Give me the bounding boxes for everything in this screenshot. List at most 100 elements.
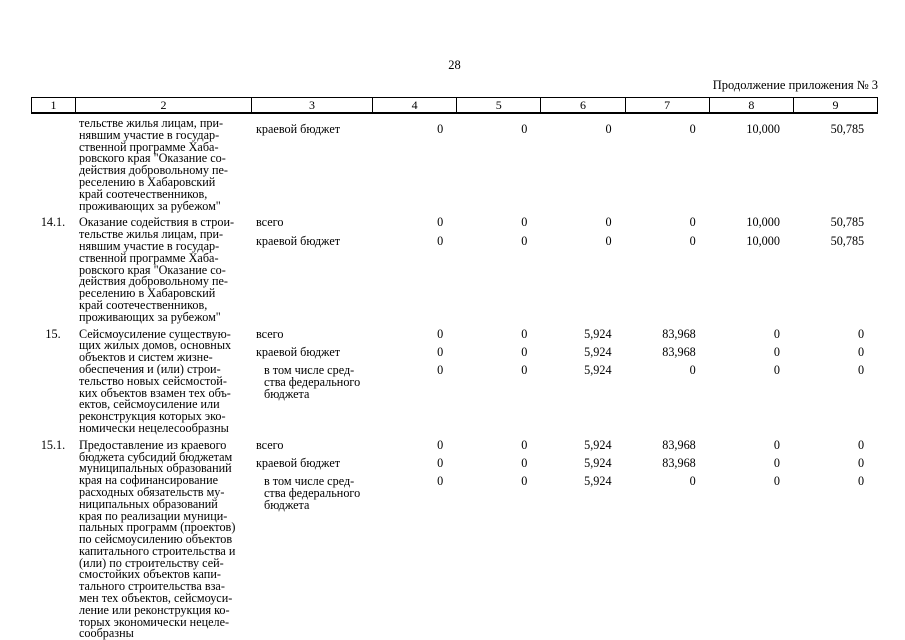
value-cell: 0 [689,233,696,248]
value-cell: 0 [521,344,528,359]
budget-line: краевой бюджет 0 0 5,924 83,968 0 0 [251,344,878,359]
value-cell: 0 [521,474,528,489]
value-cell: 0 [858,363,865,378]
row-description: тельстве жилья лицам, при- нявшим участи… [79,116,228,213]
value-cell: 0 [437,437,444,452]
table-row: тельстве жилья лицам, при- нявшим участи… [31,116,878,213]
header-cell: 3 [251,98,372,112]
value-cell: 0 [521,456,528,471]
budget-line-label: краевой бюджет [256,456,341,471]
table-row: 14.1. Оказание содействия в строи- тельс… [31,215,878,324]
budget-line: всего 0 0 0 0 10,000 50,785 [251,215,878,230]
value-cell: 0 [689,363,696,378]
value-cell: 5,924 [584,344,612,359]
header-cell: 6 [540,98,624,112]
value-cell: 83,968 [662,326,696,341]
budget-line-label: краевой бюджет [256,122,341,136]
value-cell: 0 [605,215,612,230]
header-cell: 1 [31,98,75,112]
budget-lines: всего 0 0 5,924 83,968 0 0 краевой бюджет 0 0 5… [251,437,878,512]
value-cell: 0 [858,456,865,471]
value-cell: 0 [773,344,780,359]
table-row: 15.1. Предоставление из краевого бюджета… [31,437,878,640]
row-number: 15.1. [40,437,66,452]
budget-line: краевой бюджет 0 0 5,924 83,968 0 0 [251,456,878,471]
value-cell: 50,785 [830,233,865,248]
budget-line: краевой бюджет 0 0 0 0 10,000 50,785 [251,122,878,136]
value-cell: 0 [521,437,528,452]
value-cell: 0 [521,233,528,248]
row-number: 15. [45,326,61,341]
value-cell: 0 [605,233,612,248]
value-cell: 83,968 [662,344,696,359]
row-description: Оказание содействия в строи- тельстве жи… [79,215,235,324]
value-cell: 0 [773,326,780,341]
table-row: 15. Сейсмоусиление существую- щих жилых … [31,326,878,435]
budget-line-label: всего [256,437,284,452]
budget-line-label: краевой бюджет [256,344,341,359]
budget-line: краевой бюджет 0 0 0 0 10,000 50,785 [251,233,878,248]
value-cell: 0 [858,437,865,452]
value-cell: 0 [437,344,444,359]
budget-lines: всего 0 0 5,924 83,968 0 0 краевой бюджет 0 0 5… [251,326,878,401]
value-cell: 0 [773,474,780,489]
value-cell: 0 [858,344,865,359]
value-cell: 0 [689,215,696,230]
value-cell: 0 [858,326,865,341]
value-cell: 83,968 [662,437,696,452]
value-cell: 0 [437,215,444,230]
value-cell: 0 [437,363,444,378]
row-description: Сейсмоусиление существую- щих жилых домо… [79,326,232,435]
value-cell: 0 [521,122,528,136]
header-cell: 7 [624,98,709,112]
appendix-continuation-label: Продолжение приложения № 3 [712,78,878,92]
value-cell: 0 [521,363,528,378]
value-cell: 5,924 [584,363,612,378]
value-cell: 0 [858,474,865,489]
value-cell: 5,924 [584,326,612,341]
value-cell: 10,000 [746,233,780,248]
value-cell: 50,785 [830,215,865,230]
budget-line-label: в том числе сред- ства федерального бюдж… [264,474,361,512]
value-cell: 0 [773,456,780,471]
value-cell: 10,000 [746,122,780,136]
budget-line: в том числе сред- ства федерального бюдж… [251,363,878,401]
header-cell: 8 [708,98,793,112]
value-cell: 83,968 [662,456,696,471]
budget-line-label: всего [256,215,284,230]
value-cell: 10,000 [746,215,780,230]
value-cell: 0 [689,122,696,136]
header-cell: 5 [456,98,540,112]
value-cell: 0 [437,474,444,489]
value-cell: 0 [437,122,444,136]
row-description: Предоставление из краевого бюджета субси… [79,437,236,640]
value-cell: 0 [773,437,780,452]
budget-lines: краевой бюджет 0 0 0 0 10,000 50,785 [251,118,878,136]
table-body: тельстве жилья лицам, при- нявшим участи… [31,114,878,640]
budget-line: в том числе сред- ства федерального бюдж… [251,474,878,512]
header-cell: 9 [792,98,877,112]
budget-line-label: краевой бюджет [256,233,341,248]
header-cell: 4 [372,98,456,112]
value-cell: 0 [437,326,444,341]
value-cell: 0 [437,233,444,248]
value-cell: 0 [689,474,696,489]
value-cell: 0 [773,363,780,378]
value-cell: 0 [521,326,528,341]
budget-line-label: в том числе сред- ства федерального бюдж… [264,363,361,401]
value-cell: 50,785 [830,122,865,136]
budget-line-label: всего [256,326,284,341]
value-cell: 0 [605,122,612,136]
budget-lines: всего 0 0 0 0 10,000 50,785 краевой бюджет 0 0… [251,215,878,248]
value-cell: 0 [521,215,528,230]
header-cell: 2 [75,98,251,112]
value-cell: 5,924 [584,456,612,471]
budget-line: всего 0 0 5,924 83,968 0 0 [251,437,878,452]
budget-line: всего 0 0 5,924 83,968 0 0 [251,326,878,341]
row-number: 14.1. [40,215,66,230]
page-number: 28 [448,58,461,72]
value-cell: 0 [437,456,444,471]
